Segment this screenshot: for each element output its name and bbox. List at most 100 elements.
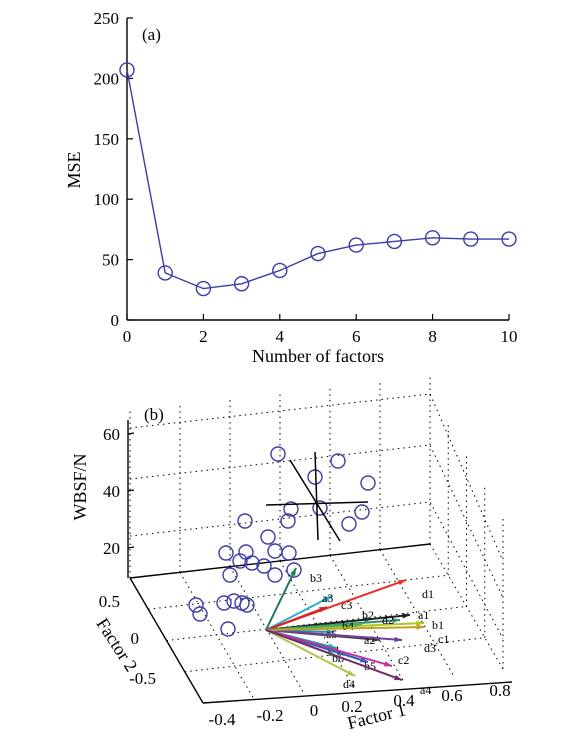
panel-a-point xyxy=(272,262,288,279)
panel-a-y-tick-label: 200 xyxy=(94,69,120,88)
panel-b-vector-b3 xyxy=(265,567,297,631)
panel-b-point xyxy=(222,567,238,583)
panel-a-x-tick-label: 10 xyxy=(501,327,518,346)
panel-b-z-tick xyxy=(127,489,135,492)
panel-b-point xyxy=(267,567,283,583)
panel-b-point xyxy=(256,558,272,574)
panel-b-vector-head xyxy=(416,624,424,630)
panel-b-point xyxy=(260,529,276,545)
panel-b-point xyxy=(330,453,346,469)
panel-b-point xyxy=(360,475,376,491)
panel-a-x-tick-label: 8 xyxy=(428,327,437,346)
panel-b-vector-head xyxy=(319,607,327,613)
panel-b-point xyxy=(188,597,204,613)
panel-a-point xyxy=(119,62,135,78)
panel-b-y-tick-label: -0.5 xyxy=(129,669,156,688)
panel-a-series-line xyxy=(126,69,509,290)
panel-b-cross-line xyxy=(289,459,341,542)
panel-b-cross-line xyxy=(314,451,319,541)
panel-a-point xyxy=(501,231,517,247)
panel-b-z-tick-label: 40 xyxy=(103,482,120,501)
panel-a-y-tick-label: 100 xyxy=(94,190,120,209)
panel-b-x-tick-label: 0.6 xyxy=(441,686,462,705)
panel-b-vector-label: c3 xyxy=(341,598,352,612)
panel-b-vector-head xyxy=(347,670,355,676)
panel-b-vector-head xyxy=(384,661,392,667)
panel-b-label: (b) xyxy=(144,405,164,424)
panel-a: (a) MSE Number of factors 05010015020025… xyxy=(64,9,518,366)
panel-b-vector-label: a2 xyxy=(364,633,375,647)
panel-b-vector-label: b4 xyxy=(342,619,354,633)
panel-b-grid-line xyxy=(166,606,467,641)
panel-b-x-tick-label: 0.8 xyxy=(489,681,510,700)
panel-b-vector-label: b3 xyxy=(310,571,322,585)
panel-a-xlabel: Number of factors xyxy=(252,346,384,366)
panel-a-y-tick-label: 150 xyxy=(94,130,120,149)
panel-b-y-tick-label: 0 xyxy=(131,629,140,648)
panel-b-point xyxy=(267,543,283,559)
panel-b-grid-line xyxy=(148,574,449,610)
panel-b-vector-label: d1 xyxy=(422,587,434,601)
panel-b-vector-label: b1 xyxy=(432,618,444,632)
panel-b-vector-head xyxy=(394,636,402,643)
panel-a-x-tick-label: 0 xyxy=(123,327,132,346)
panel-b-z-tick-label: 20 xyxy=(103,539,120,558)
panel-a-y-tick-label: 50 xyxy=(102,251,119,270)
panel-a-ylabel: MSE xyxy=(64,151,84,188)
panel-b-point xyxy=(192,606,208,622)
panel-a-point xyxy=(424,230,441,246)
panel-b-vector-head xyxy=(290,568,296,576)
panel-b-vector-head xyxy=(402,613,410,619)
panel-b-point xyxy=(218,545,234,561)
panel-b-vector-c1 xyxy=(265,626,425,631)
panel-a-point xyxy=(157,265,173,281)
panel-b-x-tick-label: 0.2 xyxy=(341,697,362,716)
panel-b-grid-line xyxy=(429,543,504,670)
panel-b-point xyxy=(286,562,302,578)
panel-b-vector-c3 xyxy=(265,606,328,631)
panel-b-vector-label: a3 xyxy=(322,591,333,605)
panel-b-x-tick-label: -0.2 xyxy=(257,706,284,725)
panel-b-point xyxy=(280,513,296,529)
panel-b-vector-d3 xyxy=(265,629,403,641)
panel-b-vector-c2 xyxy=(265,629,393,667)
panel-b-vector-head xyxy=(416,620,424,627)
panel-a-y-tick-label: 0 xyxy=(111,311,120,330)
panel-a-x-tick-label: 2 xyxy=(199,327,208,346)
panel-a-x-tick-label: 4 xyxy=(276,327,285,346)
panel-b-floor-edge xyxy=(129,577,204,704)
panel-b-point xyxy=(216,595,232,611)
panel-a-point xyxy=(386,233,403,250)
panel-b-vector-label: c1 xyxy=(438,632,449,646)
panel-b-vector-head xyxy=(394,674,402,680)
panel-a-point xyxy=(310,245,326,262)
panel-b-point xyxy=(239,597,255,613)
panel-b-x-tick-label: 0 xyxy=(310,701,319,720)
panel-b-point xyxy=(354,504,370,520)
panel-b-grid-line xyxy=(279,560,354,687)
panel-b-y-tick-label: 0.5 xyxy=(99,592,120,611)
panel-b-vector-label: c2 xyxy=(398,653,409,667)
panel-b-zlabel: WBSF/N xyxy=(70,453,90,520)
panel-a-point xyxy=(348,237,364,253)
panel-b-point xyxy=(270,446,286,462)
panel-b-z-tick xyxy=(127,546,135,549)
panel-b-vector-head xyxy=(392,617,400,624)
panel-b-vector-label: d4 xyxy=(343,677,355,691)
panel-b-vector-label: d2 xyxy=(382,613,394,627)
panel-b-point xyxy=(312,500,328,516)
panel-a-label: (a) xyxy=(142,25,161,44)
panel-b: (b) WBSF/N Factor 2 Factor 1 204060-0.50… xyxy=(70,374,513,733)
panel-a-x-tick-label: 6 xyxy=(352,327,361,346)
panel-b-vector-a3 xyxy=(265,595,333,631)
panel-b-point xyxy=(244,555,260,571)
panel-b-grid-line xyxy=(379,549,454,675)
panel-a-point xyxy=(233,276,250,292)
panel-b-vector-head xyxy=(354,621,362,628)
panel-b-vector-label: d3 xyxy=(424,641,436,655)
panel-b-vector-head xyxy=(326,629,334,635)
panel-b-x-tick-label: -0.4 xyxy=(209,710,236,729)
panel-a-y-tick-label: 250 xyxy=(94,9,120,28)
